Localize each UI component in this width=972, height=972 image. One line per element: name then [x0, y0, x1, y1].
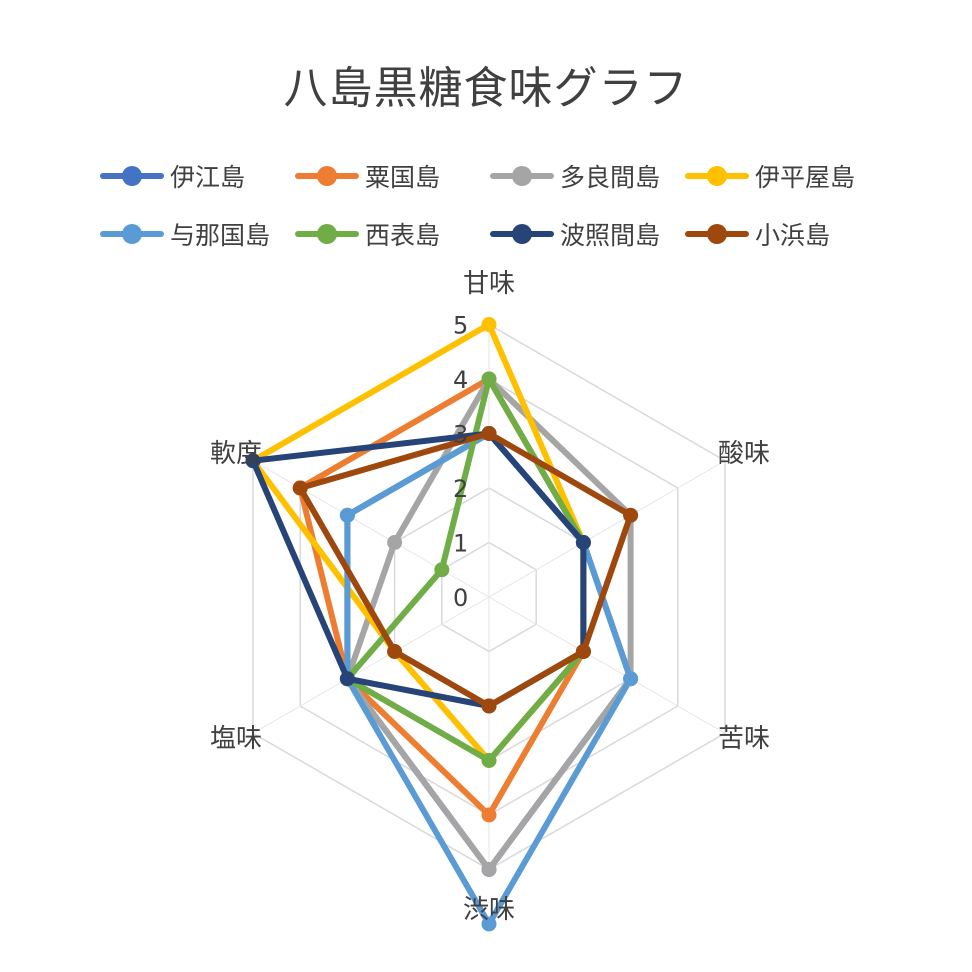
axis-label: 塩味 — [210, 724, 262, 754]
series-point — [245, 453, 261, 469]
axis-label: 渋味 — [463, 895, 515, 925]
legend-swatch — [490, 160, 554, 192]
series-point — [387, 644, 403, 659]
legend-item: 与那国島 — [100, 218, 295, 250]
axis-label: 苦味 — [718, 724, 770, 754]
legend-item: 西表島 — [295, 218, 490, 250]
series-point — [575, 644, 591, 659]
chart-title: 八島黒糖食味グラフ — [283, 63, 689, 114]
radial-tick-label: 2 — [453, 475, 468, 503]
radial-tick-label: 1 — [453, 530, 468, 558]
series-point — [481, 371, 497, 387]
legend-swatch — [490, 218, 554, 250]
series-point — [481, 698, 497, 714]
series-point — [481, 807, 497, 823]
series-point — [434, 562, 450, 578]
legend-label: 伊江島 — [170, 163, 246, 192]
series-point — [339, 507, 355, 523]
legend-item: 粟国島 — [295, 160, 490, 192]
series-point — [339, 671, 355, 687]
legend-swatch — [295, 160, 359, 192]
axis-spoke — [488, 596, 726, 734]
legend-label: 多良間島 — [560, 163, 661, 192]
series-point — [481, 753, 497, 768]
legend-item: 伊江島 — [100, 160, 295, 192]
series-point — [623, 507, 639, 523]
series-point — [481, 862, 497, 877]
axis-spoke — [252, 460, 490, 598]
legend-label: 小浜島 — [755, 221, 831, 250]
axis-spoke — [252, 596, 490, 734]
legend-swatch — [100, 160, 164, 192]
series-point — [623, 671, 639, 687]
legend-label: 波照間島 — [560, 221, 661, 250]
radial-tick-labels: 0 1 2 3 4 5 — [453, 312, 468, 613]
series-point — [292, 480, 308, 496]
radial-tick-label: 5 — [453, 312, 468, 340]
legend-item: 波照間島 — [490, 218, 685, 250]
axis-spoke — [488, 460, 726, 598]
legend-label: 与那国島 — [170, 221, 271, 250]
radial-tick-label: 4 — [453, 366, 468, 394]
series-point — [481, 317, 497, 332]
series-point — [481, 916, 497, 932]
series-point — [575, 535, 591, 550]
series — [292, 426, 639, 714]
axis-label: 軟度 — [210, 439, 262, 469]
legend-label: 西表島 — [365, 221, 441, 250]
legend-swatch — [100, 218, 164, 250]
axis-label: 甘味 — [463, 269, 515, 299]
legend-swatch — [685, 218, 749, 250]
legend-item: 伊平屋島 — [685, 160, 880, 192]
legend-swatch — [685, 160, 749, 192]
radial-tick-label: 0 — [453, 584, 468, 612]
legend-item: 小浜島 — [685, 218, 880, 250]
legend: 伊江島 粟国島 多良間島 伊平屋島与那国島 西表島 波照間島 小浜島 — [100, 160, 880, 250]
series-point — [481, 426, 497, 441]
radial-tick-label: 3 — [453, 421, 468, 449]
legend-item: 多良間島 — [490, 160, 685, 192]
legend-swatch — [295, 218, 359, 250]
series-point — [387, 535, 403, 550]
axis-label: 酸味 — [718, 439, 770, 469]
radar-spokes — [252, 324, 726, 870]
legend-label: 伊平屋島 — [755, 163, 856, 192]
series-layer — [245, 317, 639, 932]
legend-label: 粟国島 — [365, 163, 441, 192]
